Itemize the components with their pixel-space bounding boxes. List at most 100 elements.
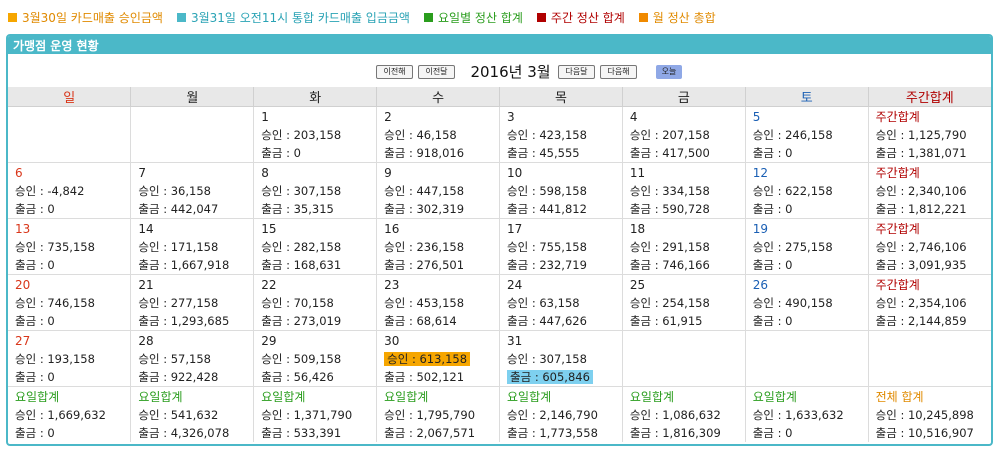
approve-line-text: 승인 : 613,158: [384, 352, 471, 366]
approve-line-value: 746,158: [47, 296, 95, 310]
day-cell[interactable]: 27 승인 : 193,158 출금 : 0: [8, 330, 132, 387]
approve-line-value: 2,354,106: [907, 296, 967, 310]
withdraw-line-label: 출금 :: [752, 146, 786, 160]
withdraw-line: 출금 : 0: [753, 424, 868, 442]
week-row: 1 승인 : 203,158 출금 : 0 2 승인 : 46,158 출금 : 918,…: [8, 106, 991, 163]
approve-line-text: 승인 : 1,086,632: [630, 408, 721, 422]
approve-line-label: 승인 :: [138, 184, 171, 198]
day-cell[interactable]: 19 승인 : 275,158 출금 : 0: [745, 218, 869, 275]
week-row: 20 승인 : 746,158 출금 : 0 21 승인 : 277,158 출금 : 1…: [8, 274, 991, 331]
day-number: 31: [507, 334, 523, 348]
day-cell[interactable]: 25 승인 : 254,158 출금 : 61,915: [622, 274, 746, 331]
approve-line-label: 승인 :: [875, 240, 908, 254]
withdraw-line-value: 502,121: [416, 370, 465, 384]
day-cell[interactable]: 15 승인 : 282,158 출금 : 168,631: [253, 218, 378, 275]
approve-line: 승인 : 613,158: [384, 350, 499, 368]
approve-line: 승인 : 746,158: [15, 294, 130, 312]
day-cell[interactable]: 5 승인 : 246,158 출금 : 0: [745, 106, 869, 163]
day-total-cell: 요일합계 승인 : 1,795,790 출금 : 2,067,571: [376, 386, 500, 442]
withdraw-line: 출금 : 922,428: [138, 368, 253, 386]
day-cell[interactable]: 2 승인 : 46,158 출금 : 918,016: [376, 106, 500, 163]
approve-line-text: 승인 : 1,669,632: [15, 408, 106, 422]
approve-line: 승인 : 171,158: [138, 238, 253, 256]
approve-line: 승인 : 1,633,632: [753, 406, 868, 424]
approve-line: 승인 : 755,158: [507, 238, 622, 256]
day-cell[interactable]: 9 승인 : 447,158 출금 : 302,319: [376, 162, 500, 219]
day-cell[interactable]: 29 승인 : 509,158 출금 : 56,426: [253, 330, 378, 387]
approve-line-value: 307,158: [293, 184, 342, 198]
prev-year-button[interactable]: 이전해: [376, 65, 413, 79]
day-cell[interactable]: 7 승인 : 36,158 출금 : 442,047: [130, 162, 255, 219]
withdraw-line-value: 2,067,571: [416, 426, 476, 440]
withdraw-line-label: 출금 :: [875, 258, 908, 272]
approve-line: 승인 : 2,354,106: [876, 294, 991, 312]
withdraw-line-text: 출금 : 232,719: [507, 258, 587, 272]
day-cell[interactable]: 18 승인 : 291,158 출금 : 746,166: [622, 218, 746, 275]
approve-line: 승인 : -4,842: [15, 182, 130, 200]
approve-line-text: 승인 : 598,158: [507, 184, 587, 198]
withdraw-line-text: 출금 : 502,121: [384, 370, 464, 384]
day-cell[interactable]: 16 승인 : 236,158 출금 : 276,501: [376, 218, 500, 275]
day-cell[interactable]: 1 승인 : 203,158 출금 : 0: [253, 106, 378, 163]
day-cell[interactable]: 14 승인 : 171,158 출금 : 1,667,918: [130, 218, 255, 275]
legend-label: 3월30일 카드매출 승인금액: [22, 10, 163, 25]
day-number: 1: [261, 110, 269, 124]
approve-line-value: 1,371,790: [293, 408, 353, 422]
approve-line: 승인 : 275,158: [753, 238, 868, 256]
day-cell[interactable]: 17 승인 : 755,158 출금 : 232,719: [499, 218, 623, 275]
withdraw-line-text: 출금 : 61,915: [630, 314, 703, 328]
today-button[interactable]: 오늘: [656, 65, 682, 79]
day-cell[interactable]: 24 승인 : 63,158 출금 : 447,626: [499, 274, 623, 331]
approve-line-label: 승인 :: [875, 128, 908, 142]
day-cell[interactable]: 12 승인 : 622,158 출금 : 0: [745, 162, 869, 219]
day-number: 16: [384, 222, 400, 236]
day-total-cell: 요일합계 승인 : 541,632 출금 : 4,326,078: [130, 386, 255, 442]
approve-line: 승인 : 203,158: [261, 126, 376, 144]
withdraw-line: 출금 : 1,816,309: [630, 424, 745, 442]
withdraw-line-label: 출금 :: [15, 370, 48, 384]
withdraw-line-label: 출금 :: [752, 426, 786, 440]
day-cell[interactable]: 30 승인 : 613,158 출금 : 502,121: [376, 330, 500, 387]
approve-line-text: 승인 : 2,146,790: [507, 408, 598, 422]
day-cell[interactable]: 22 승인 : 70,158 출금 : 273,019: [253, 274, 378, 331]
withdraw-line-label: 출금 :: [261, 258, 294, 272]
day-cell[interactable]: 20 승인 : 746,158 출금 : 0: [8, 274, 132, 331]
withdraw-line: 출금 : 1,773,558: [507, 424, 622, 442]
day-cell[interactable]: 3 승인 : 423,158 출금 : 45,555: [499, 106, 623, 163]
weekly-total-label: 주간합계: [875, 278, 920, 292]
calendar-table: 일 월 화 수 목 금 토 주간합계 1 승인 : 203,158 출금 : 0 2 승…: [8, 87, 991, 442]
prev-month-button[interactable]: 이전달: [418, 65, 455, 79]
day-number: 7: [138, 166, 147, 180]
day-cell[interactable]: 8 승인 : 307,158 출금 : 35,315: [253, 162, 378, 219]
approve-line-label: 승인 :: [629, 296, 663, 310]
day-cell[interactable]: 10 승인 : 598,158 출금 : 441,812: [499, 162, 623, 219]
day-cell[interactable]: 6 승인 : -4,842 출금 : 0: [8, 162, 132, 219]
legend-label: 주간 정산 합계: [550, 10, 625, 25]
legend-swatch-teal: [176, 12, 186, 22]
day-total-label: 요일합계: [15, 390, 60, 404]
next-month-button[interactable]: 다음달: [558, 65, 595, 79]
approve-line-label: 승인 :: [261, 240, 294, 254]
withdraw-line-text: 출금 : 0: [753, 202, 793, 216]
withdraw-line-text: 출금 : 0: [753, 426, 793, 440]
withdraw-line: 출금 : 56,426: [261, 368, 376, 386]
day-cell[interactable]: 28 승인 : 57,158 출금 : 922,428: [130, 330, 255, 387]
approve-line-value: 291,158: [662, 240, 710, 254]
day-cell[interactable]: 4 승인 : 207,158 출금 : 417,500: [622, 106, 746, 163]
day-cell[interactable]: 21 승인 : 277,158 출금 : 1,293,685: [130, 274, 255, 331]
day-cell[interactable]: 26 승인 : 490,158 출금 : 0: [745, 274, 869, 331]
day-cell[interactable]: 23 승인 : 453,158 출금 : 68,614: [376, 274, 500, 331]
day-cell[interactable]: 13 승인 : 735,158 출금 : 0: [8, 218, 132, 275]
store-status-panel: 가맹점 운영 현황 이전해 이전달 2016년 3월 다음달 다음해 오늘 일 …: [6, 34, 993, 446]
day-number: 24: [507, 278, 523, 292]
approve-line-label: 승인 :: [384, 408, 417, 422]
approve-line-text: 승인 : 171,158: [138, 240, 218, 254]
day-cell[interactable]: 11 승인 : 334,158 출금 : 590,728: [622, 162, 746, 219]
next-year-button[interactable]: 다음해: [600, 65, 637, 79]
approve-line-value: 490,158: [785, 296, 833, 310]
withdraw-line-label: 출금 :: [629, 258, 663, 272]
day-cell[interactable]: 31 승인 : 307,158 출금 : 605,846: [499, 330, 623, 387]
withdraw-line-value: 447,626: [539, 314, 587, 328]
withdraw-line-label: 출금 :: [752, 202, 786, 216]
